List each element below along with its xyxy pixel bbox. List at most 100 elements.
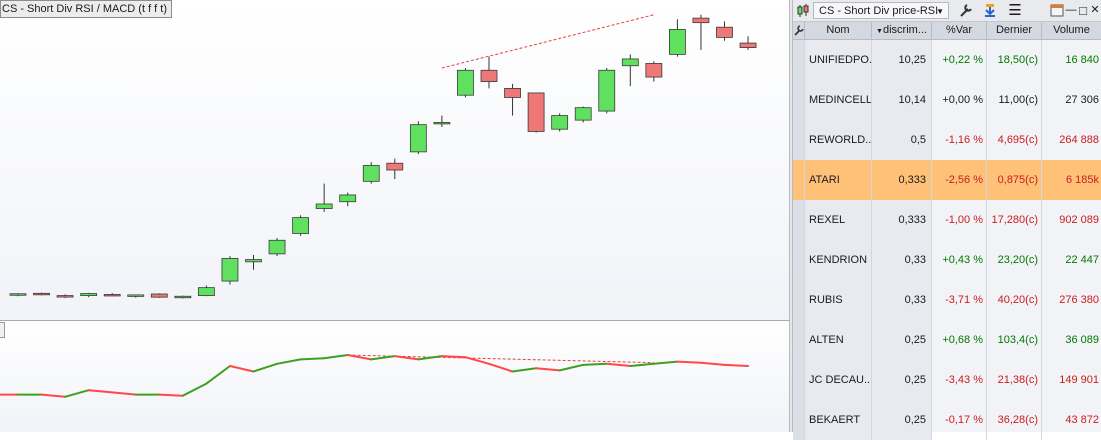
cell-discrim: 0,333 bbox=[872, 200, 932, 240]
rsi-line-segment bbox=[417, 355, 443, 361]
cell-discrim: 0,333 bbox=[872, 160, 932, 200]
column-header-dernier[interactable]: Dernier bbox=[987, 22, 1042, 39]
cell-dernier: 36,28(c) bbox=[987, 400, 1042, 440]
menu-icon[interactable]: ☰ bbox=[1008, 2, 1022, 19]
cell-dernier: 0,875(c) bbox=[987, 160, 1042, 200]
candle-body bbox=[574, 107, 592, 121]
rsi-line-segment bbox=[158, 393, 184, 397]
row-marker-cell bbox=[793, 160, 805, 200]
candle-body bbox=[433, 122, 451, 125]
cell-var: -2,56 % bbox=[932, 160, 987, 200]
candle-body bbox=[386, 162, 404, 171]
rsi-line-segment bbox=[111, 391, 137, 396]
row-marker-cell bbox=[793, 400, 805, 440]
rsi-pane-background bbox=[0, 321, 789, 432]
column-header-discrim[interactable]: ▼discrim... bbox=[872, 22, 932, 39]
candle-body bbox=[739, 42, 757, 48]
rsi-line-segment bbox=[370, 355, 396, 361]
table-row[interactable]: ATARI 0,333 -2,56 % 0,875(c) 6 185k bbox=[793, 160, 1101, 200]
candle-body bbox=[292, 217, 310, 234]
watchlist-selector[interactable]: CS - Short Div price-RSI ▼ bbox=[813, 2, 949, 19]
cell-volume: 264 888 bbox=[1059, 134, 1099, 146]
settings-column-icon[interactable] bbox=[793, 22, 805, 39]
rsi-line-segment bbox=[535, 367, 561, 372]
table-row[interactable]: REXEL 0,333 -1,00 % 17,280(c) 902 089 bbox=[793, 200, 1101, 240]
table-row[interactable]: JC DECAU... 0,25 -3,43 % 21,38(c) 149 901 bbox=[793, 360, 1101, 400]
download-arrow-icon[interactable] bbox=[981, 2, 999, 19]
minimize-icon[interactable]: — bbox=[1065, 4, 1077, 16]
cell-volume: 149 901 bbox=[1059, 374, 1099, 386]
candlestick-icon[interactable] bbox=[795, 2, 811, 19]
table-row[interactable]: RUBIS 0,33 -3,71 % 40,20(c) 276 380 bbox=[793, 280, 1101, 320]
cell-nom: ATARI bbox=[805, 160, 872, 200]
cell-dernier: 103,4(c) bbox=[987, 320, 1042, 360]
cell-var: -3,71 % bbox=[932, 280, 987, 320]
rsi-line-segment bbox=[40, 393, 67, 398]
cell-nom: ALTEN bbox=[805, 320, 872, 360]
rsi-line-segment bbox=[723, 363, 750, 367]
row-marker-cell bbox=[793, 240, 805, 280]
cell-dernier: 4,695(c) bbox=[987, 120, 1042, 160]
rsi-line-segment bbox=[605, 362, 632, 367]
cell-var: +0,68 % bbox=[932, 320, 987, 360]
candlestick-chart[interactable] bbox=[0, 0, 789, 432]
cell-volume: 43 872 bbox=[1065, 414, 1099, 426]
column-header-var[interactable]: %Var bbox=[932, 22, 987, 39]
price-chart-area[interactable]: CS - Short Div RSI / MACD (t f f t) bbox=[0, 0, 789, 432]
rsi-line-segment bbox=[629, 362, 655, 367]
indicator-pane-handle[interactable] bbox=[0, 322, 5, 338]
cell-dernier: 18,50(c) bbox=[987, 40, 1042, 80]
table-row[interactable]: KENDRION 0,33 +0,43 % 23,20(c) 22 447 bbox=[793, 240, 1101, 280]
candle-body bbox=[315, 203, 333, 209]
table-row[interactable]: UNIFIEDPO... 10,25 +0,22 % 18,50(c) 16 840 bbox=[793, 40, 1101, 80]
rsi-line-segment bbox=[276, 358, 302, 365]
cell-discrim: 0,25 bbox=[872, 360, 932, 400]
cell-volume: 16 840 bbox=[1065, 54, 1099, 66]
cell-nom: REXEL bbox=[805, 200, 872, 240]
chart-title[interactable]: CS - Short Div RSI / MACD (t f f t) bbox=[0, 0, 173, 18]
rsi-line-segment bbox=[582, 362, 608, 366]
table-row[interactable]: ALTEN 0,25 +0,68 % 103,4(c) 36 089 bbox=[793, 320, 1101, 360]
cell-discrim: 10,14 bbox=[872, 80, 932, 120]
cell-nom: REWORLD... bbox=[805, 120, 872, 160]
cell-volume: 902 089 bbox=[1059, 214, 1099, 226]
candle-body bbox=[409, 124, 427, 153]
cell-nom: KENDRION bbox=[805, 240, 872, 280]
layout-icon[interactable] bbox=[1049, 2, 1065, 19]
cell-volume: 27 306 bbox=[1065, 94, 1099, 106]
rsi-line-segment bbox=[181, 382, 208, 397]
column-header-row: Nom ▼discrim... %Var Dernier Volume bbox=[793, 22, 1101, 40]
rsi-line-segment bbox=[228, 365, 255, 373]
maximize-icon[interactable]: □ bbox=[1079, 3, 1087, 18]
cell-volume: 276 380 bbox=[1059, 294, 1099, 306]
candle-body bbox=[645, 63, 663, 78]
row-marker-cell bbox=[793, 120, 805, 160]
row-marker-cell bbox=[793, 80, 805, 120]
close-icon[interactable]: ✕ bbox=[1090, 4, 1100, 16]
cell-discrim: 0,33 bbox=[872, 280, 932, 320]
table-row[interactable]: MEDINCELL 10,14 +0,00 % 11,00(c) 27 306 bbox=[793, 80, 1101, 120]
watchlist-panel: CS - Short Div price-RSI ▼ ☰ — □ ✕ Nom ▼… bbox=[793, 0, 1101, 440]
candle-body bbox=[480, 69, 498, 83]
candle-body bbox=[621, 58, 639, 67]
table-row[interactable]: BEKAERT 0,25 -0,17 % 36,28(c) 43 872 bbox=[793, 400, 1101, 440]
candle-body bbox=[692, 17, 710, 24]
rsi-line-segment bbox=[393, 355, 420, 361]
column-header-discrim-label: discrim... bbox=[882, 24, 927, 36]
cell-discrim: 0,25 bbox=[872, 320, 932, 360]
cell-var: +0,22 % bbox=[932, 40, 987, 80]
wrench-icon[interactable] bbox=[957, 2, 975, 19]
pane-splitter[interactable] bbox=[789, 0, 793, 432]
cell-var: -0,17 % bbox=[932, 400, 987, 440]
column-header-nom[interactable]: Nom bbox=[805, 22, 872, 39]
chevron-down-icon: ▼ bbox=[936, 7, 944, 16]
candle-body bbox=[221, 257, 239, 282]
cell-nom: UNIFIEDPO... bbox=[805, 40, 872, 80]
candle-body bbox=[362, 165, 380, 182]
candle-body bbox=[339, 194, 357, 203]
row-marker-cell bbox=[793, 320, 805, 360]
rsi-line-segment bbox=[205, 365, 231, 385]
table-row[interactable]: REWORLD... 0,5 -1,16 % 4,695(c) 264 888 bbox=[793, 120, 1101, 160]
column-header-volume[interactable]: Volume bbox=[1053, 24, 1090, 36]
rsi-line-segment bbox=[299, 357, 326, 361]
